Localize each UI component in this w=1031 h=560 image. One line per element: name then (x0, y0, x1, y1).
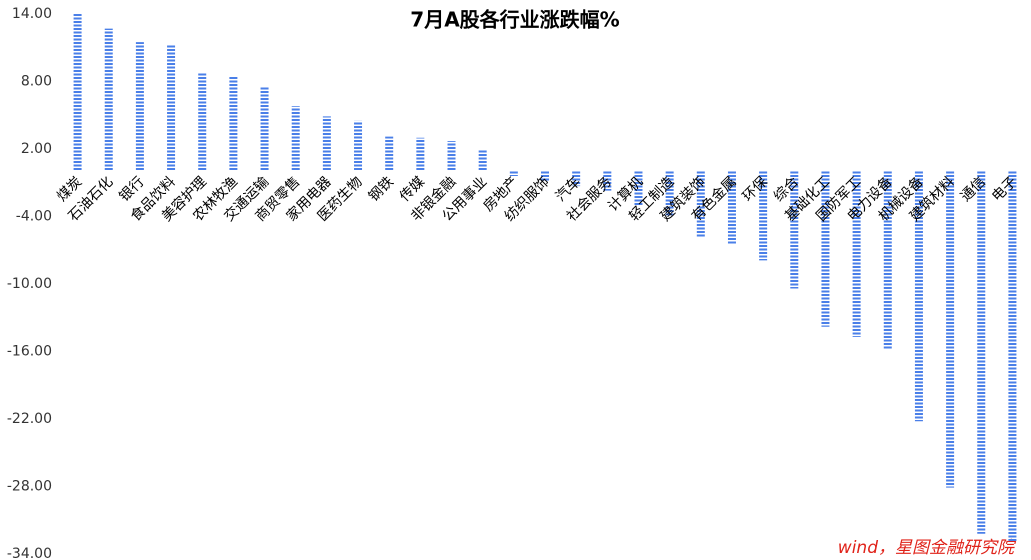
bar (447, 141, 456, 172)
bar (946, 171, 955, 488)
bar (260, 86, 269, 172)
y-tick-label: 14.00 (12, 6, 52, 22)
source-note: wind，星图金融研究院 (838, 538, 1017, 558)
bar (509, 171, 518, 176)
bar (914, 171, 923, 422)
bar (416, 137, 425, 172)
bar (73, 14, 82, 172)
bar (104, 28, 113, 172)
bar (167, 45, 176, 172)
y-tick-label: 2.00 (21, 141, 52, 157)
bar (229, 77, 238, 172)
bar (291, 106, 300, 172)
y-tick-label: -4.00 (16, 209, 52, 225)
y-tick-label: -34.00 (7, 546, 52, 560)
y-tick-label: -16.00 (7, 344, 52, 360)
bar (1008, 171, 1017, 542)
bar (790, 171, 799, 289)
bar (727, 171, 736, 244)
y-tick-label: 8.00 (21, 74, 52, 90)
bar (883, 171, 892, 350)
bar (478, 150, 487, 172)
bar (322, 116, 331, 172)
x-tick-label: 钢铁 (366, 174, 397, 205)
bar (603, 171, 612, 191)
bar (852, 171, 861, 337)
bar (198, 72, 207, 172)
y-tick-label: -22.00 (7, 411, 52, 427)
bar (354, 120, 363, 172)
y-tick-label: -28.00 (7, 479, 52, 495)
bar (572, 171, 581, 187)
bar (385, 136, 394, 172)
chart-title: 7月A股各行业涨跌幅% (410, 8, 619, 32)
bar (696, 171, 705, 237)
bar (759, 171, 768, 261)
bar (541, 171, 549, 181)
bar (135, 42, 144, 172)
bar (977, 171, 986, 534)
bar (634, 171, 643, 206)
bar (665, 171, 674, 216)
y-tick-label: -10.00 (7, 276, 52, 292)
bar (821, 171, 830, 327)
